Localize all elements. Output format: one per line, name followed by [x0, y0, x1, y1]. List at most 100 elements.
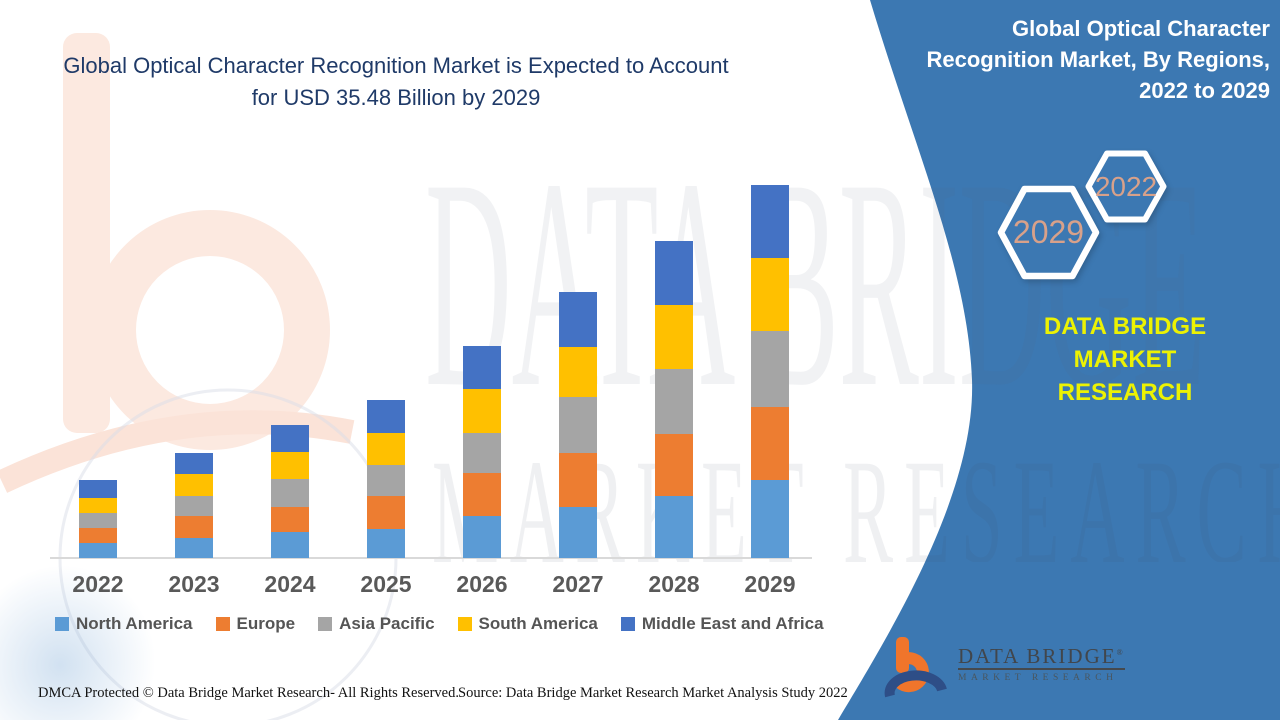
source-note: Source: Data Bridge Market Research Mark…: [458, 685, 848, 701]
bar-segment-2023-europe: [175, 516, 213, 539]
bar-segment-2027-north-america: [559, 506, 597, 558]
legend-item-middle-east-and-africa: Middle East and Africa: [620, 614, 824, 634]
legend-item-north-america: North America: [55, 614, 193, 634]
x-axis-label-2023: 2023: [168, 571, 220, 597]
bar-segment-2029-middle-east-and-africa: [751, 185, 789, 258]
bar-2024: [271, 424, 309, 558]
bar-segment-2024-south-america: [271, 451, 309, 480]
legend-swatch-icon: [55, 617, 69, 631]
hexagon-2029-outline: [997, 185, 1100, 280]
blue-wave-shape: [838, 0, 1280, 720]
x-axis-label-2025: 2025: [360, 571, 412, 597]
brand-wordmark: DATA BRIDGE MARKET RESEARCH: [1000, 310, 1250, 409]
bar-2022: [79, 480, 117, 558]
bar-segment-2025-south-america: [367, 433, 405, 465]
legend-swatch-icon: [318, 617, 333, 631]
banner-title-line2: Recognition Market, By Regions,: [926, 47, 1271, 72]
bar-segment-2025-north-america: [367, 528, 405, 558]
x-axis-label-2028: 2028: [648, 571, 700, 597]
legend-label: Asia Pacific: [339, 614, 435, 633]
x-axis-label-2024: 2024: [264, 571, 316, 597]
page-title: Global Optical Character Recognition Mar…: [20, 50, 772, 114]
page-title-line2: for USD 35.48 Billion by 2029: [251, 85, 541, 110]
bar-segment-2026-north-america: [463, 516, 501, 558]
bar-segment-2025-middle-east-and-africa: [367, 400, 405, 434]
company-logo: DATA BRIDGE® MARKET RESEARCH: [884, 634, 1125, 704]
bar-segment-2029-europe: [751, 406, 789, 481]
bar-segment-2027-europe: [559, 453, 597, 507]
bar-segment-2028-north-america: [655, 496, 693, 558]
bar-segment-2023-south-america: [175, 474, 213, 497]
x-axis-label-2026: 2026: [456, 571, 508, 597]
logo-swoosh: [884, 670, 947, 698]
bar-segment-2022-south-america: [79, 498, 117, 513]
legend-swatch-icon: [215, 617, 230, 631]
bar-segment-2028-asia-pacific: [655, 368, 693, 434]
page-title-line1: Global Optical Character Recognition Mar…: [63, 53, 729, 78]
hexagon-2022-outline: [1085, 150, 1167, 223]
bar-segment-2024-asia-pacific: [271, 479, 309, 507]
bar-segment-2025-europe: [367, 496, 405, 529]
logo-text: DATA BRIDGE® MARKET RESEARCH: [958, 634, 1125, 683]
chart-legend: North America Europe Asia Pacific South Ame…: [55, 614, 845, 634]
brand-wordmark-line2: RESEARCH: [1057, 379, 1193, 406]
bar-segment-2026-asia-pacific: [463, 433, 501, 473]
bar-segment-2022-north-america: [79, 543, 117, 558]
bar-2025: [367, 400, 405, 558]
banner-title: Global Optical Character Recognition Mar…: [840, 13, 1271, 106]
registered-mark: ®: [1116, 648, 1125, 657]
legend-label: Europe: [236, 614, 296, 633]
legend-item-asia-pacific: Asia Pacific: [318, 614, 435, 634]
bar-2028: [655, 240, 693, 558]
bar-segment-2026-south-america: [463, 389, 501, 434]
bar-segment-2026-middle-east-and-africa: [463, 346, 501, 390]
hexagon-badge-2022: 2022: [1085, 150, 1167, 223]
legend-label: Middle East and Africa: [641, 614, 824, 633]
legend-label: South America: [478, 614, 598, 633]
bar-2027: [559, 292, 597, 558]
bar-segment-2027-middle-east-and-africa: [559, 292, 597, 348]
bar-segment-2022-asia-pacific: [79, 512, 117, 528]
bar-segment-2027-asia-pacific: [559, 397, 597, 453]
bar-segment-2023-middle-east-and-africa: [175, 453, 213, 475]
bar-segment-2028-middle-east-and-africa: [655, 240, 693, 305]
hexagon-2029-label: 2029: [1012, 214, 1085, 250]
bar-segment-2029-asia-pacific: [751, 331, 789, 407]
bar-segment-2023-asia-pacific: [175, 496, 213, 517]
x-axis-label-2027: 2027: [552, 571, 604, 597]
x-axis-label-2022: 2022: [72, 571, 124, 597]
bar-segment-2028-south-america: [655, 304, 693, 369]
legend-swatch-icon: [620, 617, 635, 631]
legend-item-europe: Europe: [215, 614, 296, 634]
legend-item-south-america: South America: [457, 614, 598, 634]
bar-segment-2024-north-america: [271, 531, 309, 558]
brand-wordmark-line1: DATA BRIDGE MARKET: [1043, 313, 1207, 373]
bar-segment-2029-south-america: [751, 257, 789, 332]
x-axis-label-2029: 2029: [744, 571, 796, 597]
logo-b-icon: [884, 637, 947, 698]
bar-segment-2025-asia-pacific: [367, 464, 405, 497]
bar-segment-2029-north-america: [751, 480, 789, 558]
bar-segment-2024-europe: [271, 506, 309, 532]
bar-2026: [463, 346, 501, 558]
bar-segment-2023-north-america: [175, 538, 213, 558]
bar-2029: [751, 185, 789, 558]
bar-segment-2022-europe: [79, 527, 117, 544]
hexagon-badge-2029: 2029: [997, 185, 1100, 280]
bar-segment-2027-south-america: [559, 347, 597, 398]
logo-subtitle: MARKET RESEARCH: [958, 673, 1118, 683]
banner-title-line3: 2022 to 2029: [1139, 78, 1270, 103]
hexagon-2022-label: 2022: [1094, 170, 1158, 202]
logo-name: DATA BRIDGE®: [958, 644, 1125, 670]
x-axis-line: [50, 557, 812, 559]
bar-segment-2022-middle-east-and-africa: [79, 480, 117, 499]
bar-segment-2024-middle-east-and-africa: [271, 424, 309, 452]
legend-swatch-icon: [457, 617, 472, 631]
bar-2023: [175, 453, 213, 558]
bar-segment-2028-europe: [655, 434, 693, 496]
banner-title-line1: Global Optical Character: [1012, 16, 1270, 41]
dmca-notice: DMCA Protected © Data Bridge Market Rese…: [38, 685, 459, 701]
